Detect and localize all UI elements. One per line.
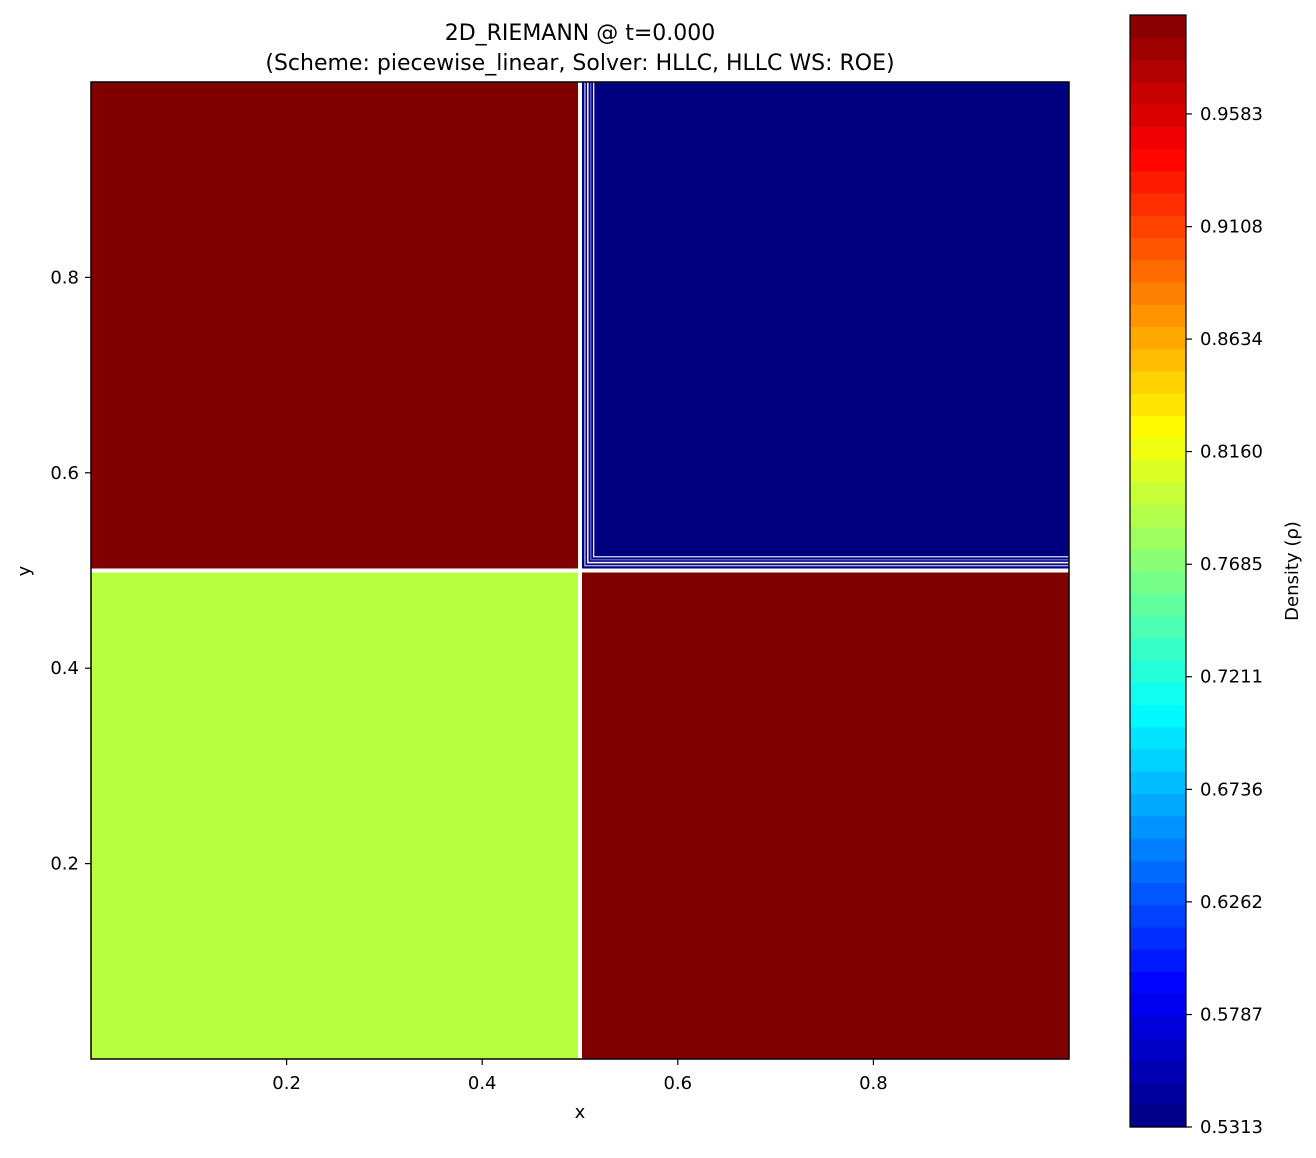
region-top-right xyxy=(580,82,1069,571)
colorbar-level xyxy=(1130,571,1186,594)
colorbar-level xyxy=(1130,482,1186,505)
colorbar-level xyxy=(1130,548,1186,572)
x-tick-label: 0.2 xyxy=(272,1073,301,1094)
region-bottom-right xyxy=(580,570,1069,1059)
colorbar-level xyxy=(1130,615,1186,639)
y-tick-label: 0.2 xyxy=(50,854,79,875)
colorbar-level xyxy=(1130,882,1186,906)
colorbar-level xyxy=(1130,637,1186,661)
colorbar-level xyxy=(1130,326,1186,350)
colorbar-level xyxy=(1130,949,1186,972)
colorbar-level xyxy=(1130,1015,1186,1039)
contour-band-2 xyxy=(587,82,1069,564)
colorbar-tick-label: 0.8634 xyxy=(1200,329,1263,350)
colorbar-level xyxy=(1130,837,1186,861)
colorbar-level xyxy=(1130,504,1186,528)
colorbar-level xyxy=(1130,704,1186,728)
x-tick-label: 0.6 xyxy=(663,1073,692,1094)
y-tick-label: 0.8 xyxy=(50,267,79,288)
colorbar-level xyxy=(1130,37,1186,61)
y-tick-label: 0.4 xyxy=(50,658,79,679)
contour-band-1 xyxy=(584,82,1069,567)
x-axis-label: x xyxy=(575,1102,586,1123)
colorbar-level xyxy=(1130,59,1186,83)
colorbar-level xyxy=(1130,726,1186,750)
colorbar-level xyxy=(1130,993,1186,1017)
colorbar-level xyxy=(1130,771,1186,794)
colorbar-level xyxy=(1130,237,1186,261)
colorbar-tick-label: 0.5313 xyxy=(1200,1117,1263,1138)
contour-band-4 xyxy=(593,82,1069,558)
colorbar-level xyxy=(1130,393,1186,416)
colorbar-level xyxy=(1130,1060,1186,1084)
colorbar-level xyxy=(1130,170,1186,194)
colorbar-level xyxy=(1130,1038,1186,1061)
colorbar-level xyxy=(1130,437,1186,461)
colorbar-level xyxy=(1130,103,1186,127)
colorbar-level xyxy=(1130,415,1186,439)
y-axis-label: y xyxy=(14,565,35,576)
plot-area xyxy=(90,81,1070,1060)
colorbar-level xyxy=(1130,126,1186,150)
colorbar-level xyxy=(1130,459,1186,483)
colorbar-level xyxy=(1130,304,1186,327)
colorbar-tick-label: 0.9108 xyxy=(1200,217,1263,238)
region-top-left xyxy=(91,82,580,571)
colorbar-level xyxy=(1130,1082,1186,1106)
colorbar-frame xyxy=(1129,14,1187,1128)
colorbar-level xyxy=(1130,926,1186,950)
colorbar-level xyxy=(1130,860,1186,883)
colorbar-tick-label: 0.7211 xyxy=(1200,667,1263,688)
colorbar-level xyxy=(1130,904,1186,928)
colorbar: 0.5313 0.5787 0.6262 0.6736 0.7211 0.7685 0.81… xyxy=(1129,14,1263,1138)
colorbar-level xyxy=(1130,370,1186,394)
colorbar-level xyxy=(1130,971,1186,995)
y-tick-label: 0.6 xyxy=(50,463,79,484)
colorbar-level xyxy=(1130,1104,1186,1128)
colorbar-level xyxy=(1130,15,1186,38)
chart-subtitle: (Scheme: piecewise_linear, Solver: HLLC,… xyxy=(265,51,894,76)
chart-title: 2D_RIEMANN @ t=0.000 xyxy=(445,21,716,46)
contour-band-3 xyxy=(590,82,1069,561)
colorbar-level xyxy=(1130,192,1186,216)
colorbar-tick-label: 0.5787 xyxy=(1200,1005,1263,1026)
plot-frame xyxy=(90,81,1070,1060)
x-tick-label: 0.8 xyxy=(859,1073,888,1094)
x-axis-ticks: 0.2 0.4 0.6 0.8 xyxy=(272,1059,888,1094)
colorbar-level xyxy=(1130,148,1186,172)
colorbar-tick-label: 0.8160 xyxy=(1200,442,1263,463)
colorbar-level xyxy=(1130,593,1186,617)
region-bottom-left xyxy=(91,570,580,1059)
colorbar-tick-label: 0.6736 xyxy=(1200,779,1263,800)
colorbar-level xyxy=(1130,215,1186,238)
colorbar-level xyxy=(1130,281,1186,305)
colorbar-label: Density (ρ) xyxy=(1282,521,1303,621)
y-axis-ticks: 0.2 0.4 0.6 0.8 xyxy=(50,267,91,875)
colorbar-level xyxy=(1130,348,1186,372)
colorbar-tick-label: 0.6262 xyxy=(1200,892,1263,913)
colorbar-level xyxy=(1130,259,1186,283)
colorbar-level xyxy=(1130,682,1186,706)
colorbar-level xyxy=(1130,815,1186,839)
colorbar-tick-label: 0.7685 xyxy=(1200,554,1263,575)
colorbar-tick-label: 0.9583 xyxy=(1200,104,1263,125)
colorbar-level xyxy=(1130,748,1186,772)
colorbar-level xyxy=(1130,81,1186,105)
colorbar-level xyxy=(1130,793,1186,817)
x-tick-label: 0.4 xyxy=(468,1073,497,1094)
colorbar-level xyxy=(1130,659,1186,683)
colorbar-level xyxy=(1130,526,1186,550)
